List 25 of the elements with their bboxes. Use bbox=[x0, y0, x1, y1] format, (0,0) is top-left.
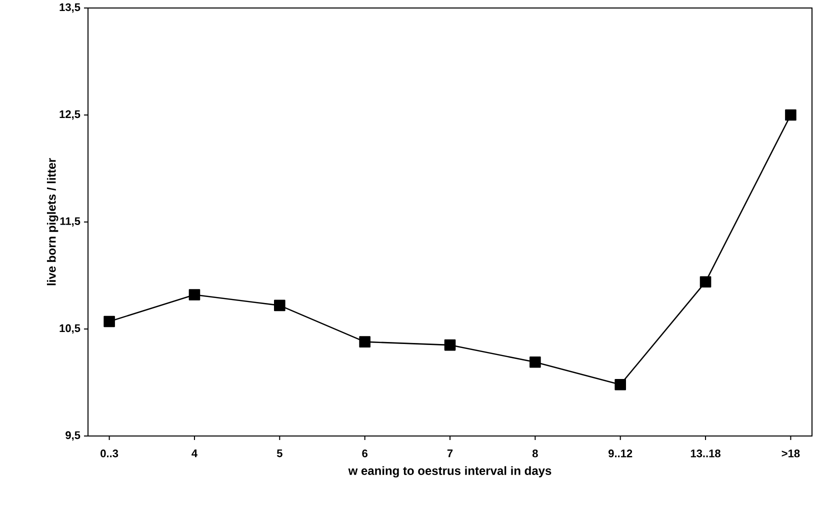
y-tick-label: 11,5 bbox=[60, 217, 80, 227]
x-axis-title: w eaning to oestrus interval in days bbox=[348, 466, 552, 478]
y-tick-label: 13,5 bbox=[60, 3, 80, 13]
point bbox=[785, 109, 796, 121]
x-tick-label: 9..12 bbox=[608, 450, 632, 458]
y-axis-title: live born piglets / litter bbox=[46, 158, 58, 286]
point bbox=[104, 316, 115, 328]
y-tick-label: 10,5 bbox=[60, 324, 80, 334]
x-tick-label: 0..3 bbox=[100, 450, 118, 458]
point bbox=[530, 356, 541, 368]
point bbox=[444, 339, 456, 351]
x-tick-label: 13..18 bbox=[690, 450, 720, 458]
y-tick-label: 12,5 bbox=[60, 110, 80, 120]
point bbox=[359, 336, 370, 348]
x-tick-label: >18 bbox=[782, 450, 800, 458]
point bbox=[700, 276, 712, 288]
point bbox=[614, 378, 626, 390]
x-tick-label: 4 bbox=[192, 450, 198, 458]
point bbox=[274, 300, 286, 312]
x-tick-label: 5 bbox=[276, 450, 282, 458]
point bbox=[188, 289, 200, 300]
x-tick-label: 6 bbox=[362, 450, 368, 458]
x-tick-label: 8 bbox=[532, 450, 538, 458]
x-tick-label: 7 bbox=[447, 450, 453, 458]
y-tick-label: 9,5 bbox=[66, 431, 80, 441]
